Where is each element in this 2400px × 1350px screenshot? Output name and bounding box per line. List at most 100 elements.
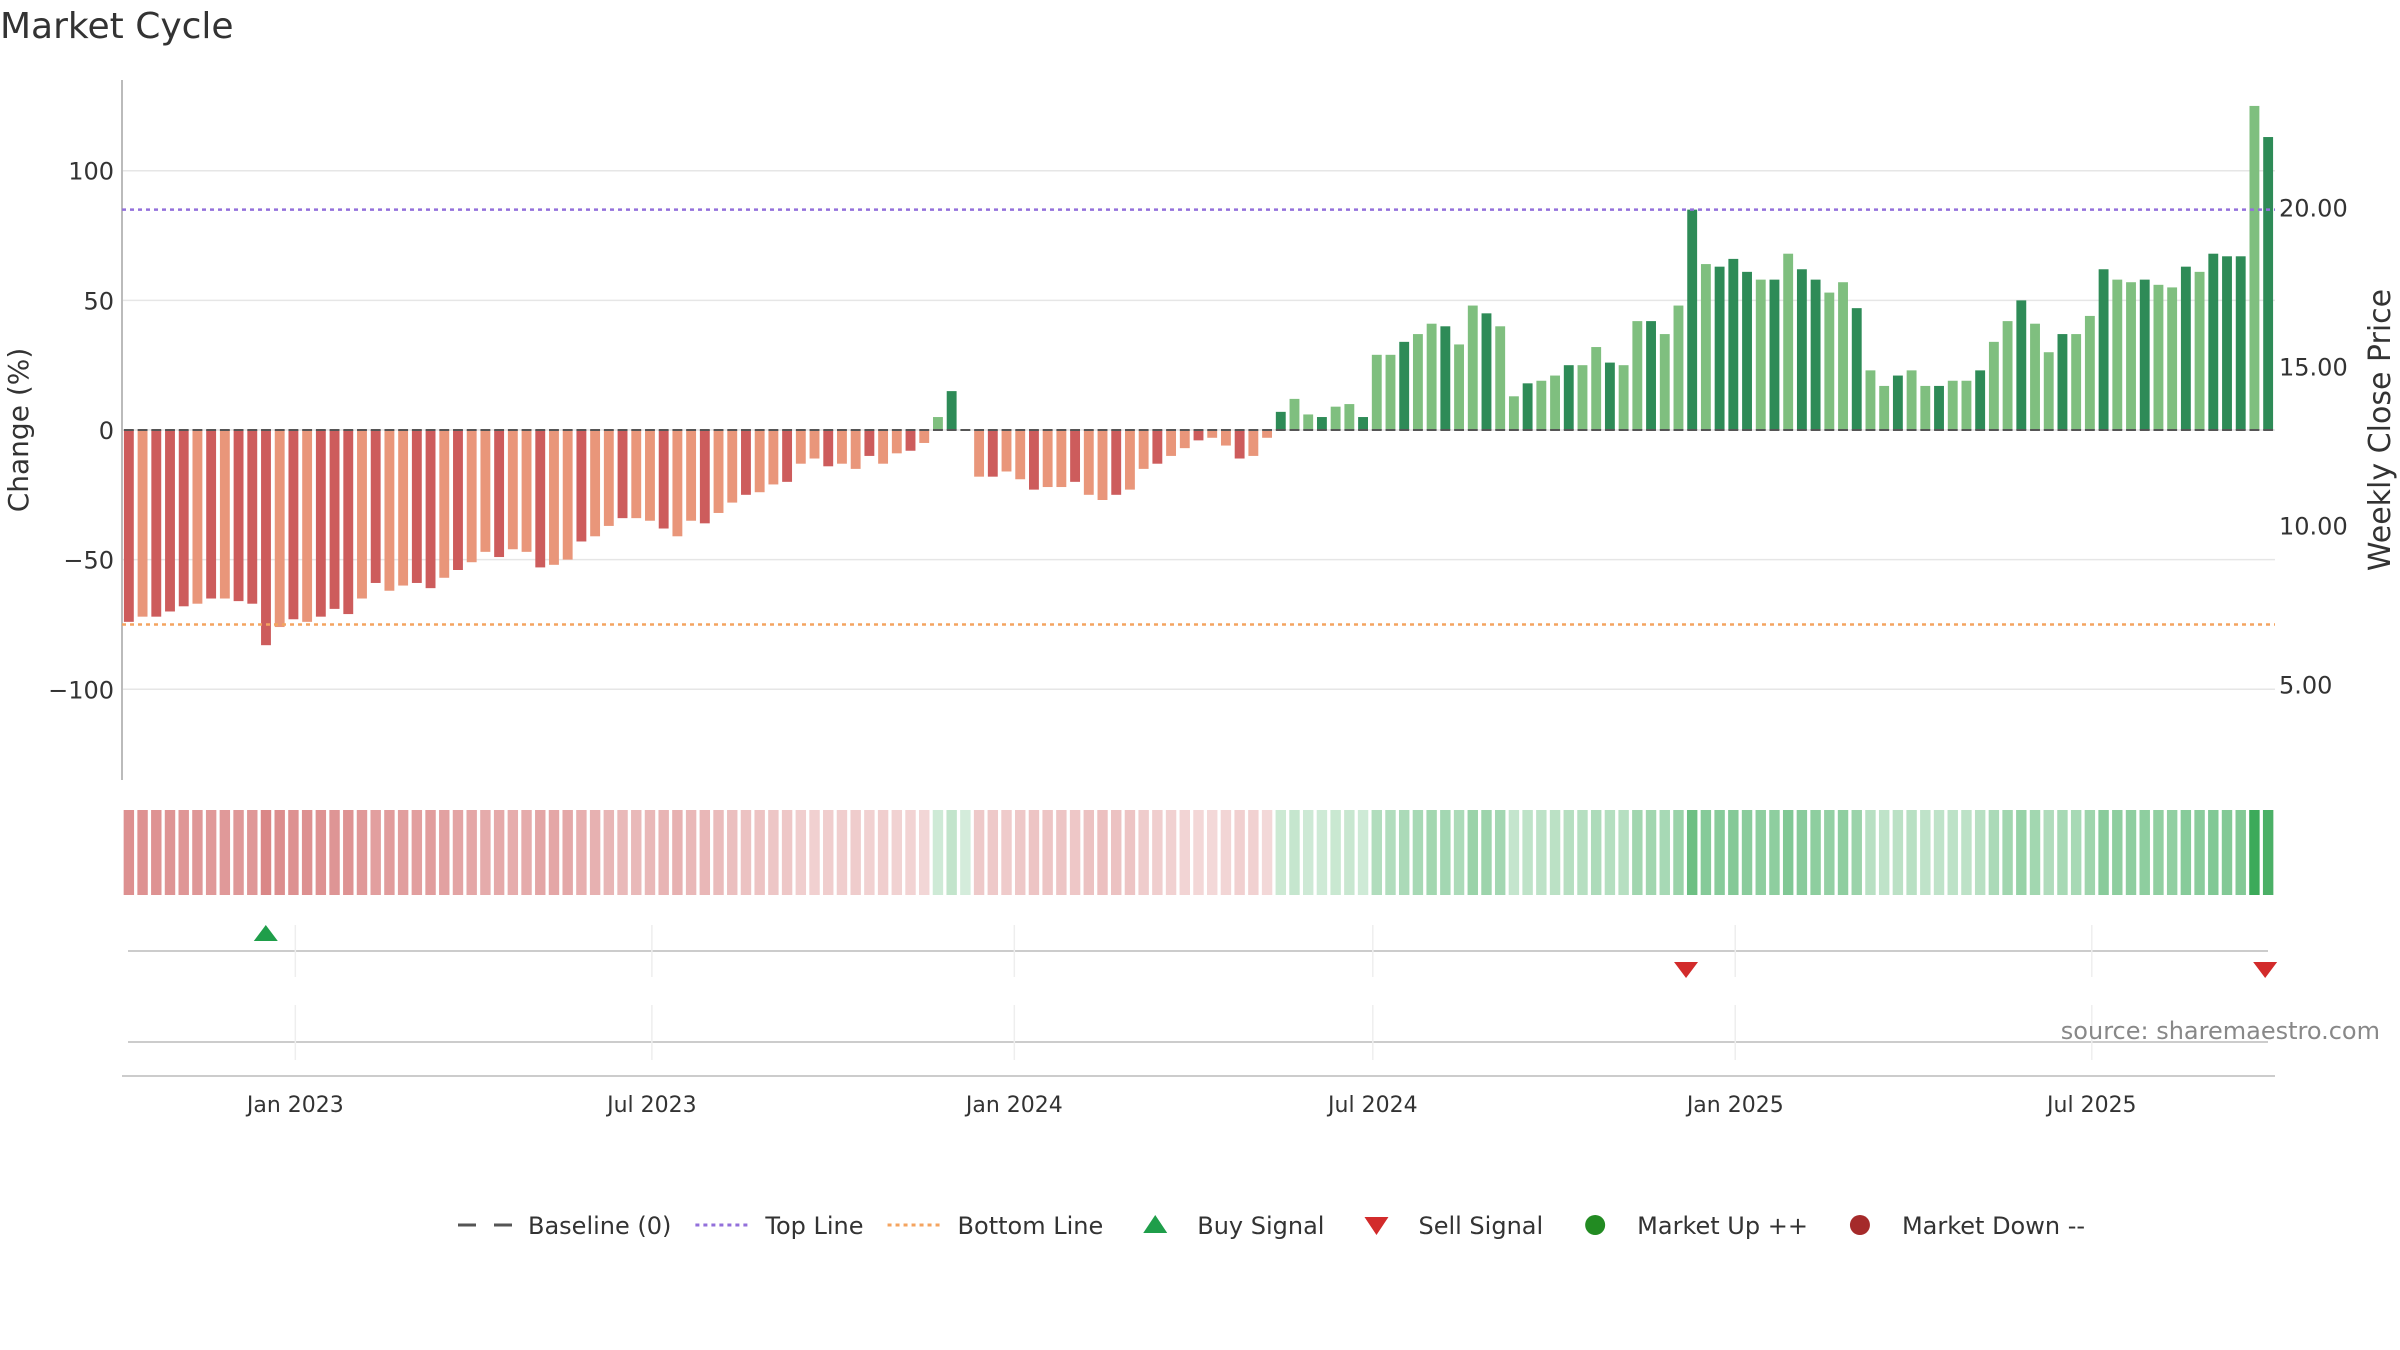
bar: [1783, 253, 1794, 430]
bar: [1536, 380, 1547, 430]
heat-cell: [2235, 810, 2246, 895]
heat-cell: [754, 810, 765, 895]
bar: [1906, 370, 1917, 430]
heat-cell: [2153, 810, 2164, 895]
heat-cell: [151, 810, 162, 895]
heat-cell: [1398, 810, 1410, 895]
bar: [425, 430, 436, 589]
heat-cell: [1810, 810, 1821, 895]
x-tick-label: Jul 2025: [2045, 1093, 2137, 1118]
heat-cell: [2029, 810, 2041, 895]
bar: [837, 430, 847, 464]
heat-cell: [740, 810, 752, 895]
x-tick-label: Jan 2024: [964, 1093, 1063, 1118]
heat-cell: [905, 810, 916, 895]
heat-cell: [1179, 810, 1190, 895]
y-tick-label: −100: [48, 676, 114, 704]
bar: [1714, 266, 1725, 430]
bar: [2002, 321, 2013, 430]
heat-cell: [699, 810, 711, 895]
bar: [987, 430, 998, 477]
bar: [261, 430, 271, 646]
bar: [1289, 398, 1300, 430]
heat-cell: [521, 810, 532, 895]
bar: [357, 430, 367, 599]
bar: [933, 417, 943, 430]
legend-item: Top Line: [695, 1212, 864, 1240]
bar: [1892, 375, 1903, 430]
heat-cell: [1001, 810, 1012, 895]
bar: [1001, 430, 1012, 472]
bar: [1454, 344, 1464, 430]
heat-cell: [973, 810, 985, 895]
y-tick-label: 50: [83, 287, 114, 315]
bar: [1796, 269, 1807, 430]
heat-cell: [466, 810, 477, 895]
heat-cell: [1522, 810, 1533, 895]
legend-label: Baseline (0): [528, 1212, 671, 1240]
bar: [1755, 279, 1766, 430]
bar: [658, 430, 669, 529]
bar: [2249, 105, 2260, 430]
bar: [411, 430, 422, 583]
heat-cell: [1275, 810, 1286, 895]
heat-cell: [1577, 810, 1588, 895]
bar: [466, 430, 477, 563]
bar: [247, 430, 258, 604]
heat-cell: [932, 810, 944, 895]
bar: [645, 430, 655, 521]
bar: [1934, 385, 1944, 430]
bar: [1234, 430, 1245, 459]
bar: [795, 430, 806, 464]
bar: [1029, 430, 1039, 490]
heat-cell: [1453, 810, 1465, 895]
bar: [809, 430, 820, 459]
bar: [480, 430, 491, 552]
heat-cell: [1686, 810, 1698, 895]
heat-cell: [1824, 810, 1835, 895]
bar: [2098, 269, 2109, 430]
legend-marker-triangle-up: [1143, 1215, 1168, 1233]
heat-cell: [2125, 810, 2137, 895]
bar: [1220, 430, 1231, 446]
bar: [2030, 323, 2040, 430]
heat-cell: [1289, 810, 1300, 895]
heat-cell: [617, 810, 628, 895]
heat-cell: [507, 810, 519, 895]
bar: [1385, 354, 1396, 430]
y2-tick-label: 10.00: [2279, 512, 2348, 540]
heat-cell: [164, 810, 176, 895]
bar: [1604, 362, 1615, 430]
y-axis-label: Change (%): [2, 348, 35, 513]
bar: [864, 430, 875, 456]
heat-cell: [1426, 810, 1437, 895]
bar: [1262, 430, 1273, 438]
heat-cell: [727, 810, 738, 895]
bar: [549, 430, 559, 565]
bar: [1152, 430, 1163, 464]
bar: [699, 430, 710, 524]
heat-cell: [205, 810, 217, 895]
sell-signal-marker: [2253, 962, 2278, 978]
heat-cell: [2249, 810, 2260, 895]
heat-cell: [2139, 810, 2150, 895]
heat-cell: [260, 810, 272, 895]
heat-cell: [233, 810, 244, 895]
heat-cell: [1111, 810, 1122, 895]
heat-cell: [1618, 810, 1629, 895]
bar: [891, 430, 902, 454]
legend-item: Market Down --: [1849, 1212, 2085, 1240]
bar: [850, 430, 861, 469]
bar: [1166, 430, 1177, 456]
heat-cell: [2180, 810, 2192, 895]
heat-cell: [1220, 810, 1232, 895]
heat-cell: [1508, 810, 1520, 895]
bar: [2016, 300, 2027, 430]
bar: [1769, 279, 1780, 430]
bar: [178, 430, 189, 607]
y-tick-label: 0: [99, 417, 114, 445]
legend-item: Market Up ++: [1585, 1212, 1808, 1240]
bar: [1632, 321, 1643, 430]
heat-cell: [2057, 810, 2068, 895]
heat-cell: [1097, 810, 1108, 895]
